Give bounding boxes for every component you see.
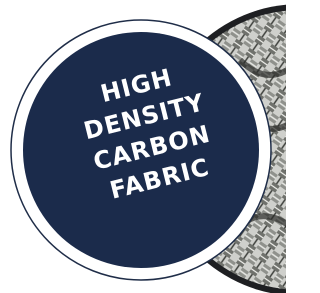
page: HIGH DENSITY CARBON FABRIC (() => { cons… <box>0 0 320 293</box>
badge-graphic: HIGH DENSITY CARBON FABRIC <box>0 0 286 293</box>
